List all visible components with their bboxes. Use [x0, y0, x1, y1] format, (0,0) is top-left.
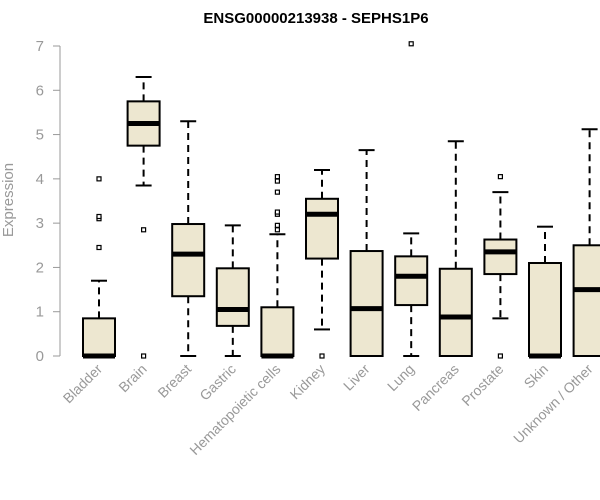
x-category-label: Pancreas — [409, 361, 462, 414]
outlier-point — [274, 209, 280, 215]
outlier-point — [96, 244, 102, 251]
outlier-point — [497, 353, 503, 359]
box-group — [82, 176, 116, 359]
outlier-point — [274, 189, 280, 195]
box-iqr — [82, 317, 116, 358]
box-iqr — [394, 255, 429, 307]
box-iqr — [260, 306, 295, 357]
chart-title: ENSG00000213938 - SEPHS1P6 — [203, 10, 428, 27]
box-group — [305, 169, 339, 359]
box-group — [260, 174, 295, 359]
x-category-label: Kidney — [287, 361, 329, 403]
outlier-point — [274, 178, 280, 184]
y-tick-label: 2 — [36, 259, 44, 276]
x-category-label: Bladder — [60, 361, 106, 407]
y-tick-label: 0 — [36, 348, 44, 365]
outlier-point — [497, 174, 503, 180]
box-series — [82, 41, 600, 359]
x-category-label: Brain — [115, 361, 149, 395]
box-group — [126, 76, 161, 359]
box-iqr — [438, 267, 473, 357]
outlier-point — [274, 227, 280, 233]
y-tick-label: 6 — [36, 82, 44, 99]
outlier-point — [96, 176, 102, 182]
y-axis-label: Expression — [0, 163, 17, 237]
box-group — [394, 41, 429, 357]
x-category-label: Liver — [340, 361, 373, 394]
box-group — [171, 120, 206, 357]
y-tick-label: 4 — [36, 171, 44, 188]
x-category-label: Skin — [521, 361, 552, 392]
box-group — [528, 225, 562, 359]
y-tick-label: 5 — [36, 127, 44, 144]
x-category-label: Breast — [154, 361, 194, 401]
box-iqr — [305, 197, 339, 260]
x-category-label: Unknown / Other — [510, 361, 596, 447]
x-category-label: Gastric — [196, 361, 239, 404]
x-category-label: Lung — [384, 361, 417, 394]
outlier-point — [141, 227, 147, 233]
box-iqr — [215, 267, 250, 327]
box-iqr — [528, 262, 562, 357]
x-category-label: Prostate — [458, 361, 506, 409]
y-tick-label: 7 — [36, 38, 44, 55]
box-group — [349, 149, 384, 358]
outlier-point — [274, 174, 280, 180]
box-iqr — [349, 250, 384, 358]
box-group — [438, 140, 473, 357]
y-tick-label: 1 — [36, 304, 44, 321]
outlier-point — [141, 353, 147, 359]
box-iqr — [483, 238, 518, 276]
y-tick-label: 3 — [36, 215, 44, 232]
box-group — [215, 224, 250, 357]
outlier-point — [274, 222, 280, 228]
y-axis-ticks: 0 1 2 3 4 5 6 7 — [36, 38, 60, 365]
outlier-point — [96, 213, 102, 220]
outlier-point — [319, 353, 325, 359]
box-group — [572, 128, 600, 358]
outlier-point — [408, 41, 414, 47]
box-group — [483, 174, 518, 359]
box-iqr — [572, 244, 600, 358]
box-iqr — [171, 223, 206, 298]
